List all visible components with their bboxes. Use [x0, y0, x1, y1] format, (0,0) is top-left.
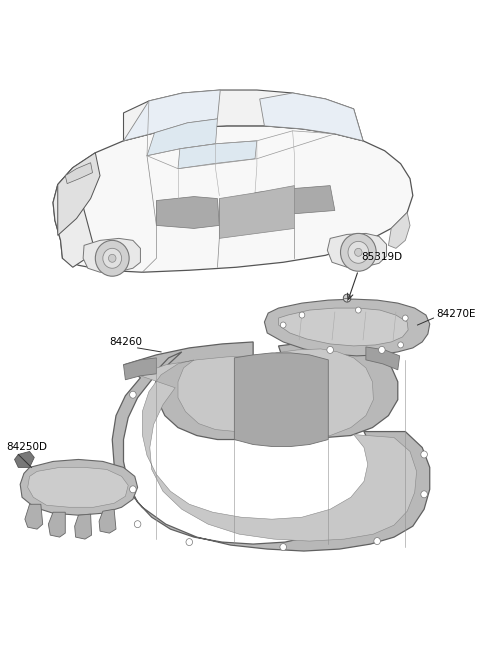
Circle shape	[327, 346, 334, 354]
Circle shape	[398, 342, 403, 348]
Polygon shape	[112, 342, 430, 551]
Circle shape	[421, 491, 427, 498]
Circle shape	[348, 241, 369, 263]
Text: 84260: 84260	[109, 337, 143, 347]
Polygon shape	[147, 119, 217, 155]
Polygon shape	[138, 349, 417, 541]
Polygon shape	[25, 504, 43, 529]
Polygon shape	[53, 126, 413, 272]
Circle shape	[280, 544, 287, 550]
Circle shape	[355, 249, 362, 256]
Circle shape	[96, 240, 129, 276]
Circle shape	[343, 294, 351, 302]
Circle shape	[108, 255, 116, 262]
Circle shape	[130, 391, 136, 398]
Polygon shape	[123, 90, 363, 141]
Polygon shape	[123, 90, 220, 141]
Polygon shape	[75, 514, 92, 539]
Polygon shape	[99, 509, 116, 533]
Circle shape	[340, 234, 376, 271]
Polygon shape	[65, 163, 93, 184]
Circle shape	[186, 539, 192, 546]
Circle shape	[280, 322, 286, 328]
Polygon shape	[156, 197, 219, 228]
Polygon shape	[234, 353, 328, 447]
Polygon shape	[28, 468, 128, 507]
Polygon shape	[58, 153, 100, 236]
Polygon shape	[388, 213, 410, 249]
Polygon shape	[48, 512, 65, 537]
Polygon shape	[178, 141, 257, 169]
Circle shape	[103, 249, 121, 268]
Text: 84270E: 84270E	[436, 309, 476, 319]
Polygon shape	[255, 186, 335, 216]
Text: 84250D: 84250D	[6, 443, 47, 453]
Polygon shape	[260, 93, 363, 141]
Polygon shape	[14, 451, 34, 468]
Circle shape	[403, 315, 408, 321]
Polygon shape	[366, 347, 400, 370]
Polygon shape	[327, 234, 386, 267]
Circle shape	[130, 486, 136, 493]
Polygon shape	[53, 168, 96, 267]
Circle shape	[374, 538, 381, 544]
Circle shape	[379, 346, 385, 354]
Polygon shape	[219, 186, 294, 238]
Polygon shape	[20, 459, 138, 515]
Circle shape	[299, 312, 305, 318]
Polygon shape	[123, 358, 156, 380]
Polygon shape	[278, 308, 408, 346]
Circle shape	[421, 451, 427, 458]
Circle shape	[134, 521, 141, 527]
Polygon shape	[264, 299, 430, 356]
Text: 85319D: 85319D	[361, 253, 402, 262]
Polygon shape	[83, 238, 141, 272]
Circle shape	[356, 307, 361, 313]
